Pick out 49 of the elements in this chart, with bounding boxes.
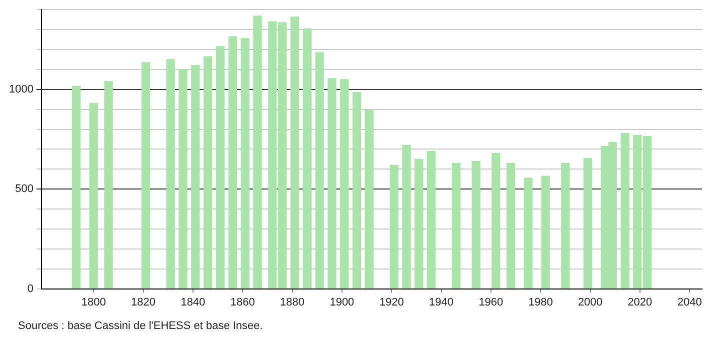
bar <box>352 92 362 289</box>
bar <box>104 81 113 289</box>
bar <box>340 79 349 289</box>
bar <box>315 52 324 289</box>
x-tick-label: 1920 <box>379 296 404 308</box>
bar <box>253 16 262 289</box>
bar <box>492 152 500 289</box>
bar <box>583 158 592 289</box>
bar <box>452 162 460 289</box>
bar <box>228 36 238 289</box>
x-tick-label: 1800 <box>81 296 106 308</box>
x-tick-label: 1840 <box>180 296 206 308</box>
x-tick-label: 1860 <box>230 296 255 308</box>
x-tick-label: 1980 <box>528 296 553 308</box>
bar <box>506 162 516 289</box>
bar <box>240 38 250 289</box>
bar <box>364 110 374 289</box>
x-tick-label: 2020 <box>628 296 652 308</box>
bar <box>524 178 533 289</box>
bar <box>541 176 550 289</box>
source-note: Sources : base Cassini de l'EHESS et base Insee. <box>18 320 263 332</box>
y-tick-label: 0 <box>27 282 34 295</box>
x-tick-label: 1820 <box>131 296 156 308</box>
bar <box>302 28 312 289</box>
bar <box>472 160 480 289</box>
x-tick-label: 1960 <box>478 296 504 308</box>
bar <box>89 103 98 289</box>
bar <box>290 16 300 289</box>
bar <box>427 150 436 289</box>
bar <box>141 62 150 289</box>
x-tick-label: 2000 <box>578 296 602 308</box>
x-tick-label: 1940 <box>429 296 454 308</box>
bar <box>561 162 570 289</box>
y-tick-label: 1000 <box>8 83 34 96</box>
bar <box>390 164 398 289</box>
bar <box>72 86 81 289</box>
x-tick-label: 2040 <box>677 296 702 308</box>
bar <box>402 144 411 289</box>
bar <box>178 69 188 289</box>
bar <box>620 132 630 289</box>
x-tick-label: 1880 <box>280 296 305 308</box>
bar <box>328 78 336 289</box>
bar <box>216 46 225 289</box>
x-tick-label: 1900 <box>330 296 354 308</box>
y-tick-label: 500 <box>15 183 34 196</box>
bar <box>414 158 424 289</box>
bar <box>166 59 175 289</box>
bar <box>191 65 200 289</box>
bar <box>204 56 212 289</box>
